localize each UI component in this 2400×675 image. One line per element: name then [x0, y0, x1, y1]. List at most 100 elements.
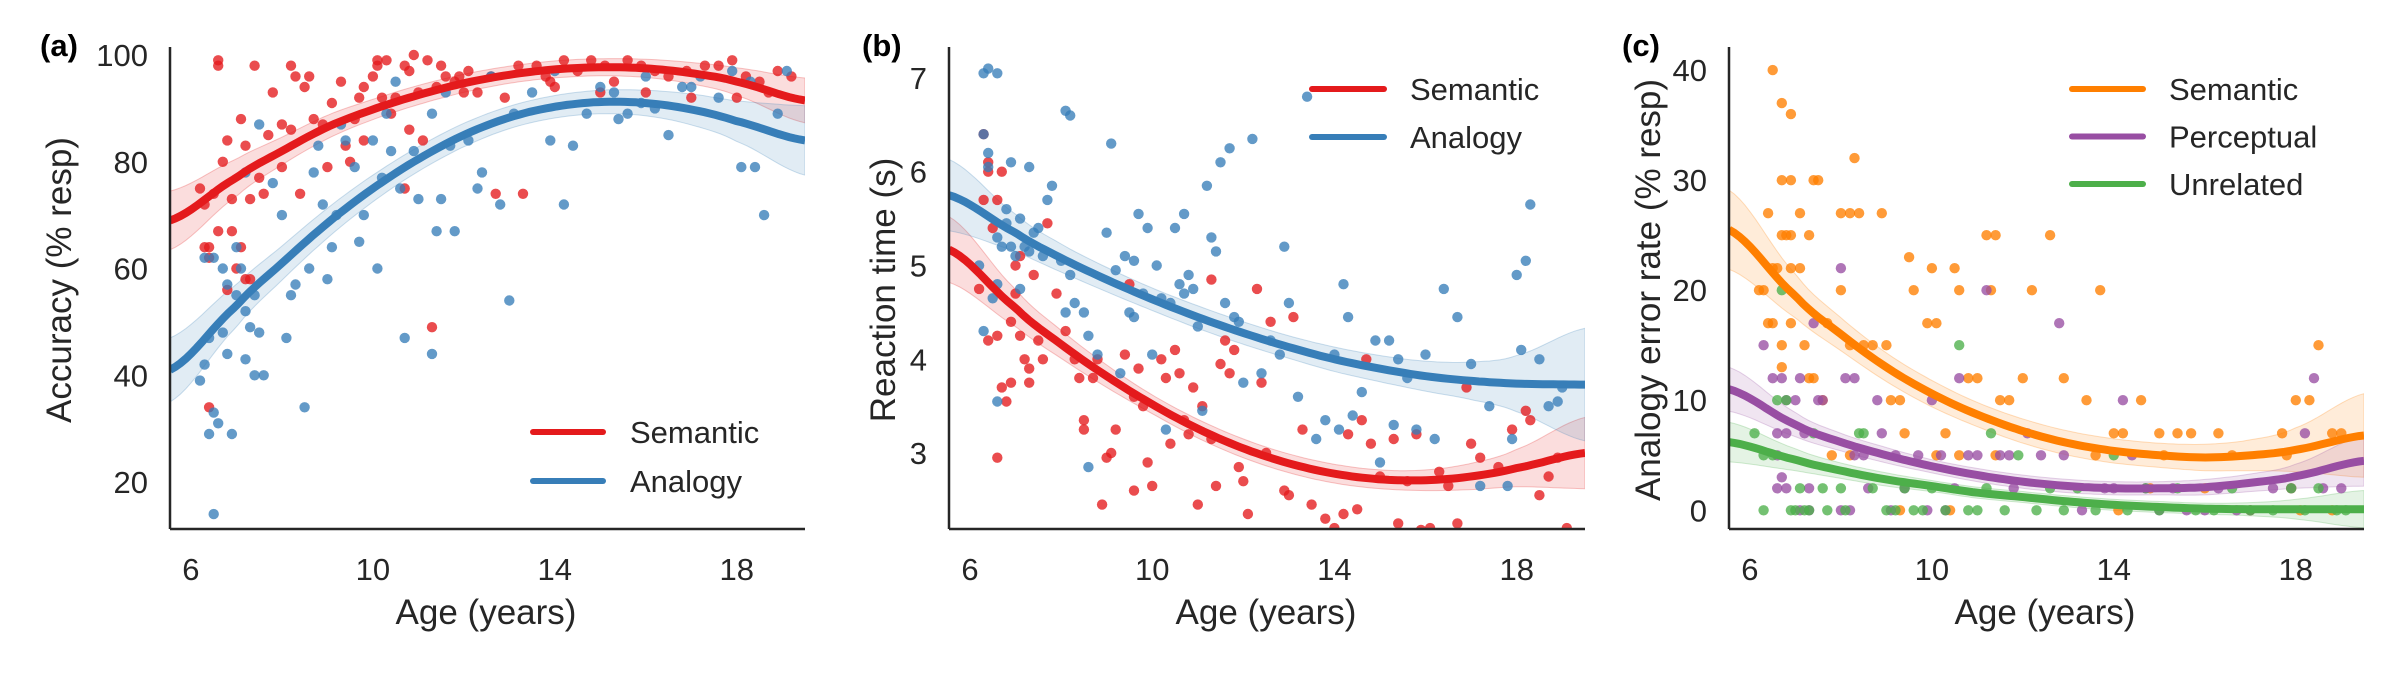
panel-a: (a) 6 10 14 18 20 40 60 80 100 Age (years) Accu…	[40, 28, 805, 632]
panel-c-unrelated-fit-line	[1729, 438, 2364, 514]
panel-a-analogy-point	[677, 81, 688, 93]
panel-b-analogy-point	[992, 68, 1003, 79]
panel-c-unrelated-point	[1803, 505, 1815, 516]
panel-c-unrelated-point	[2313, 483, 2324, 494]
panel-a-semantic-point	[285, 124, 297, 135]
panel-b-analogy-point	[1142, 222, 1153, 234]
panel-c-unrelated-point	[1758, 505, 1769, 516]
panel-b-semantic-point	[983, 335, 994, 346]
panel-a-semantic-point	[686, 92, 697, 103]
panel-c-perceptual-point	[1954, 373, 1965, 384]
panel-c-unrelated-point	[1881, 505, 1892, 516]
panel-c-perceptual-point	[1803, 483, 1815, 494]
panel-b-y-tick-label: 6	[910, 155, 927, 190]
panel-c-legend: Semantic Perceptual Unrelated	[2069, 72, 2317, 202]
panel-c-semantic-point	[2327, 428, 2338, 439]
panel-b-semantic-point	[978, 194, 989, 206]
panel-b-semantic-point	[1534, 490, 1545, 501]
panel-b-analogy-point	[1092, 349, 1103, 360]
panel-b-analogy-point	[1342, 311, 1354, 323]
panel-b-analogy-point	[1224, 143, 1235, 154]
panel-c-semantic-point	[2135, 395, 2147, 406]
panel-a-analogy-point	[254, 327, 265, 338]
panel-c-perceptual-point	[1772, 483, 1783, 494]
panel-b-analogy-point	[1174, 279, 1185, 290]
panel-a-analogy-point	[663, 129, 674, 141]
panel-a-analogy-point	[299, 402, 310, 413]
panel-c-unrelated-point	[1781, 395, 1792, 406]
panel-c-perceptual-point	[1808, 318, 1819, 329]
panel-c-y-label: Analogy error rate (% resp)	[1629, 79, 1668, 501]
panel-c-semantic-point	[1981, 230, 1992, 241]
panel-a-semantic-point	[217, 156, 228, 167]
panel-c-semantic-point	[2172, 428, 2183, 439]
panel-b-semantic-point	[1443, 480, 1454, 492]
panel-c-semantic-point	[1972, 373, 1983, 384]
panel-b-analogy-point	[1516, 344, 1527, 356]
panel-a-semantic-point	[294, 188, 306, 199]
panel-c-semantic-point	[1931, 318, 1942, 329]
panel-a-analogy-point	[235, 263, 247, 274]
panel-b-semantic-point	[1233, 461, 1245, 473]
panel-b-x-tick-label: 6	[961, 552, 978, 587]
panel-b-semantic-point	[1297, 424, 1308, 435]
panel-a-analogy-point	[208, 252, 219, 263]
panel-c-semantic-point	[1776, 340, 1788, 351]
panel-a-analogy-point	[304, 263, 315, 274]
panel-b-semantic-point	[1320, 513, 1331, 524]
panel-a-legend-label-semantic: Semantic	[630, 415, 759, 450]
panel-c-perceptual-point	[1835, 263, 1847, 274]
panel-a-analogy-point	[781, 65, 792, 77]
panel-b-semantic-point	[1219, 335, 1231, 346]
panel-c-unrelated-point	[2031, 505, 2042, 516]
panel-c-semantic-point	[2276, 428, 2288, 439]
panel-b-semantic-point	[1238, 476, 1249, 487]
panel-b-analogy-point	[1133, 208, 1144, 220]
panel-b-semantic-point	[1133, 363, 1144, 374]
panel-a-semantic-fit-line	[170, 63, 805, 225]
panel-b-analogy-point	[1383, 335, 1395, 346]
panel-a-semantic-point	[240, 140, 251, 151]
panel-c-semantic-point	[1785, 108, 1797, 120]
panel-c-unrelated-point	[1917, 505, 1929, 516]
panel-c-unrelated-point	[1858, 428, 1869, 439]
panel-a-analogy-point	[399, 332, 410, 344]
panel-c-perceptual-point	[1963, 450, 1974, 461]
panel-c-semantic-point	[1903, 252, 1915, 263]
panel-c-perceptual-point	[2336, 483, 2347, 494]
panel-c-semantic-point	[1767, 64, 1778, 76]
panel-c-perceptual-point	[1872, 395, 1883, 406]
panel-c-semantic-point	[1940, 428, 1951, 439]
panel-a-analogy-point	[340, 135, 351, 146]
panel-b-semantic-point	[1074, 372, 1085, 384]
panel-b-semantic-point	[1128, 485, 1140, 496]
panel-b-analogy-point	[1338, 279, 1349, 290]
panel-a-semantic-point	[376, 92, 388, 103]
panel-a-analogy-point	[208, 407, 219, 418]
panel-c-semantic-point	[1753, 285, 1765, 296]
panel-b-analogy-point	[1119, 250, 1131, 262]
panel-c-semantic-point	[2185, 428, 2197, 439]
panel-b-semantic-point	[1520, 405, 1532, 416]
panel-c-semantic-point	[1885, 395, 1897, 406]
panel-a-semantic-point	[463, 65, 474, 77]
panel-a-analogy-point	[254, 119, 265, 130]
panel-a-semantic-point	[308, 113, 319, 125]
panel-c-perceptual-point	[2004, 450, 2015, 461]
panel-c-semantic-point	[1853, 208, 1865, 219]
panel-a-analogy-point	[558, 199, 570, 210]
panel-a-analogy-point	[390, 76, 401, 87]
panel-b-y-label: Reaction time (s)	[864, 158, 903, 423]
panel-b-analogy-point	[1393, 354, 1404, 365]
panel-a-semantic-point	[326, 97, 338, 109]
panel-b-semantic-point	[1256, 377, 1267, 388]
panel-a-semantic-point	[608, 76, 620, 87]
panel-b-analogy-point	[1219, 297, 1231, 309]
panel-c-semantic-point	[1826, 450, 1838, 461]
panel-b-analogy-point	[1160, 424, 1172, 435]
panel-b-analogy-point	[1014, 283, 1026, 295]
panel-a-analogy-point	[217, 263, 228, 274]
panel-b-analogy-point	[1420, 349, 1431, 360]
panel-b-x-tick-label: 18	[1499, 552, 1533, 587]
panel-b-analogy-point	[1065, 269, 1076, 281]
